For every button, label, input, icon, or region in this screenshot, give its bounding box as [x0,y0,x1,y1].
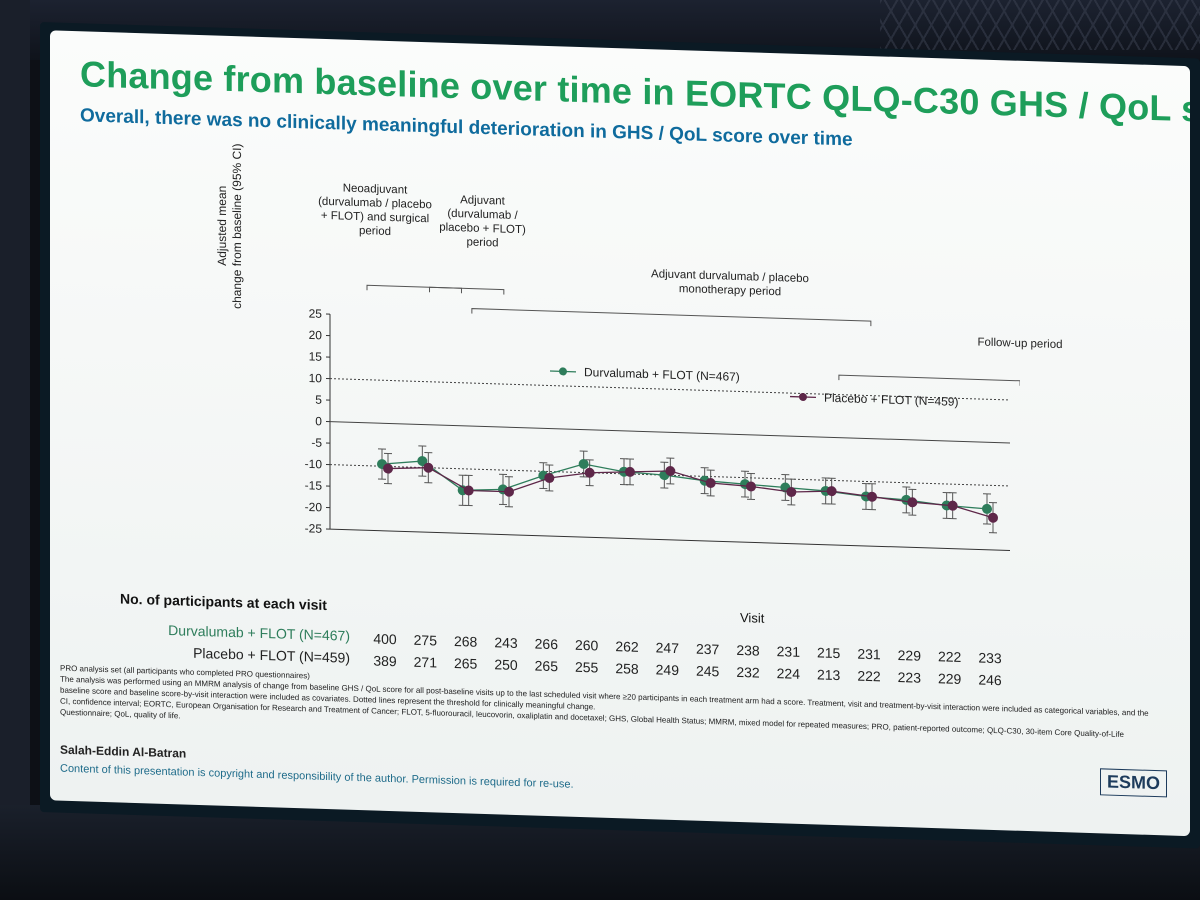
participant-count-0-6: 262 [615,638,639,655]
arm-label-durvalumab: Durvalumab + FLOT (N=467) [168,622,350,644]
arm-label-placebo: Placebo + FLOT (N=459) [193,644,350,666]
participant-count-1-0: 389 [373,652,397,670]
series-line-1 [387,467,994,519]
participant-count-0-15: 233 [978,649,1002,667]
participant-count-1-1: 271 [413,653,437,671]
y-tick-label-6: -5 [311,436,322,450]
legend-label-0: Durvalumab + FLOT (N=467) [584,365,740,384]
projection-screen: Change from baseline over time in EORTC … [40,22,1200,849]
y-tick-label-1: 20 [309,328,323,342]
point-1-3 [504,486,514,497]
participant-count-0-14: 222 [937,648,962,665]
participant-count-0-5: 260 [574,636,599,654]
point-1-13 [907,497,918,508]
participant-count-0-12: 231 [857,645,881,663]
participant-count-1-2: 265 [453,655,478,672]
participant-count-0-3: 243 [494,634,518,652]
point-1-15 [988,512,998,523]
participant-count-0-13: 229 [897,646,921,664]
y-tick-label-7: -10 [305,457,323,472]
participant-count-0-4: 266 [534,635,558,653]
period-bracket-2 [471,308,872,327]
participant-count-1-10: 224 [776,665,800,682]
participant-count-0-0: 400 [373,630,397,648]
period-bracket-3 [838,374,1021,386]
chart-svg: 25 20 15 10 5 0 -5 -10 -15 -20 -25 Durvalumab + FLO… [305,284,1021,613]
participant-count-1-15: 246 [978,671,1002,689]
zero-line [330,421,1010,444]
x-axis-label: Visit [740,609,765,626]
y-tick-label-5: 0 [315,414,322,428]
point-1-10 [786,487,797,498]
participant-count-0-2: 268 [453,633,478,650]
participant-count-1-6: 258 [615,660,639,677]
y-tick-label-0: 25 [309,306,323,320]
y-tick-label-10: -25 [305,521,323,536]
point-1-7 [665,466,676,477]
point-0-5 [578,458,589,469]
chart-container: 25 20 15 10 5 0 -5 -10 -15 -20 -25 Durvalumab + FLO… [220,241,1021,613]
point-0-15 [982,503,992,514]
point-1-2 [463,485,474,496]
participant-count-1-13: 223 [897,668,921,686]
participant-count-1-3: 250 [494,656,518,674]
participant-count-1-9: 232 [736,663,760,681]
period-label-adjuvant: Adjuvant (durvalumab / placebo + FLOT) p… [439,194,526,250]
point-0-1 [417,456,428,467]
participants-title: No. of participants at each visit [120,590,327,614]
point-1-0 [383,463,393,474]
participant-count-1-11: 213 [816,666,841,684]
legend-marker-0 [559,367,567,376]
participant-count-0-9: 238 [736,641,760,659]
y-tick-label-9: -20 [305,500,323,515]
slide: Change from baseline over time in EORTC … [50,30,1190,837]
point-1-11 [826,486,837,497]
participant-count-0-8: 237 [695,640,720,658]
esmo-logo: ESMO [1100,768,1168,798]
point-1-14 [947,500,958,511]
point-1-4 [544,472,555,483]
participant-count-1-5: 255 [574,658,599,676]
y-tick-label-3: 10 [309,371,323,385]
point-1-5 [584,467,595,478]
point-1-1 [423,462,434,473]
period-label-neoadjuvant: Neoadjuvant (durvalumab / placebo + FLOT… [318,182,432,239]
y-tick-label-4: 5 [315,393,322,407]
period-bracket-0 [366,284,462,294]
participant-count-1-14: 229 [937,670,962,687]
participant-count-0-1: 275 [413,631,437,649]
y-tick-label-8: -15 [305,478,323,493]
point-1-12 [867,491,877,502]
legend-label-1: Placebo + FLOT (N=459) [824,391,958,409]
y-tick-label-2: 15 [309,349,323,363]
threshold-line-0 [330,378,1010,401]
point-1-8 [705,478,716,489]
participant-count-1-4: 265 [534,657,558,675]
author-name: Salah-Eddin Al-Batran [60,742,187,761]
participant-count-0-7: 247 [655,639,679,657]
participant-count-0-10: 231 [776,643,800,660]
participant-count-1-12: 222 [857,667,881,685]
x-axis-line [330,528,1010,551]
point-1-9 [746,481,756,492]
copyright-notice: Content of this presentation is copyrigh… [60,762,574,791]
legend-marker-1 [799,392,807,401]
period-bracket-1 [429,286,505,295]
point-1-6 [625,466,635,477]
participant-count-0-11: 215 [816,644,841,662]
participant-count-1-8: 245 [695,662,720,680]
series-line-0 [381,460,988,510]
venue-left-wall [0,0,30,900]
participant-count-1-7: 249 [655,661,679,679]
ceiling-truss [880,0,1200,50]
